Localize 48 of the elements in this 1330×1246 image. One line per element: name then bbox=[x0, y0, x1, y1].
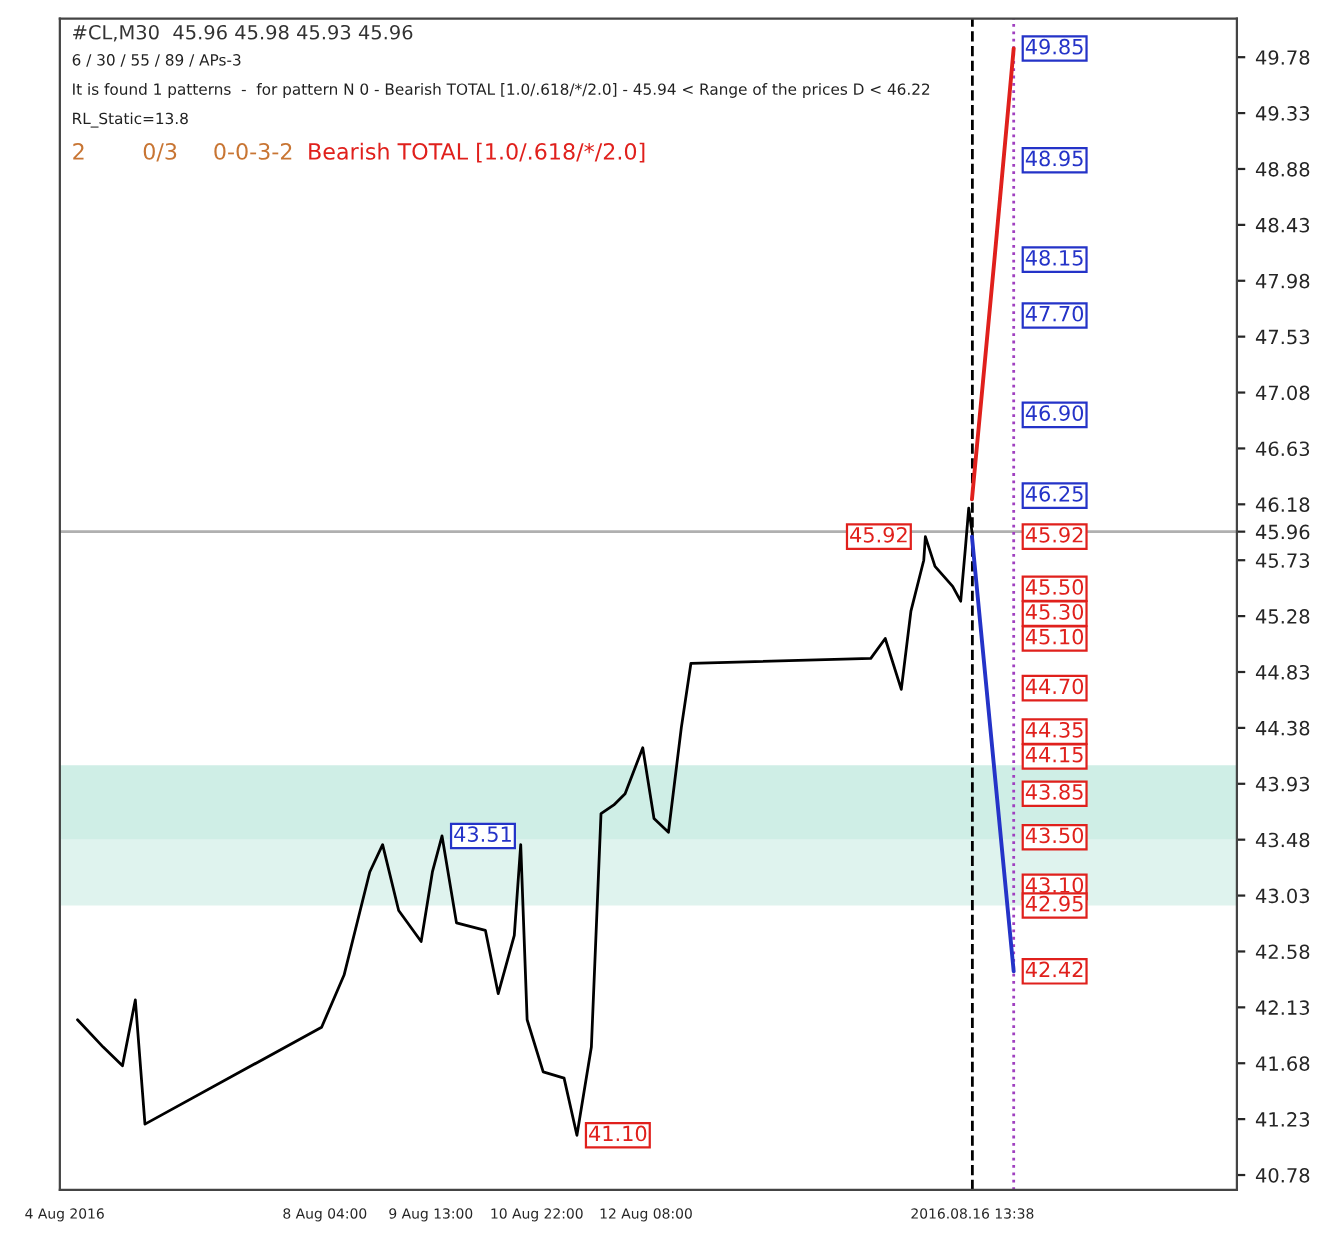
y-tick-label: 49.78 bbox=[1255, 50, 1310, 65]
y-tick-label: 42.13 bbox=[1255, 1000, 1310, 1016]
y-tick-label: 44.83 bbox=[1255, 664, 1310, 680]
annotation: 45.92 bbox=[1025, 526, 1083, 543]
y-tick-label: 47.98 bbox=[1255, 273, 1310, 289]
annotation: 43.85 bbox=[1025, 784, 1083, 800]
y-tick-label: 45.73 bbox=[1255, 553, 1310, 568]
y-tick-label: 43.93 bbox=[1255, 776, 1310, 792]
y-tick-label: 47.53 bbox=[1255, 329, 1310, 345]
annotation: 45.10 bbox=[1025, 628, 1084, 645]
annotation: 0-0-3-2 bbox=[214, 143, 292, 160]
annotation: 0/3 bbox=[143, 143, 177, 162]
annotation: 43.50 bbox=[1025, 827, 1084, 844]
annotation: 43.10 bbox=[1025, 877, 1084, 893]
y-tick-label: 49.33 bbox=[1255, 106, 1310, 121]
annotation: 46.25 bbox=[1025, 485, 1083, 502]
annotation: 44.35 bbox=[1025, 721, 1083, 738]
y-tick-label: 46.63 bbox=[1255, 441, 1310, 457]
annotation: Bearish TOTAL [1.0/.618/*/2.0] bbox=[309, 142, 645, 163]
y-tick-label: 45.96 bbox=[1255, 524, 1310, 540]
annotation: 45.30 bbox=[1025, 603, 1084, 620]
annotation: 42.95 bbox=[1025, 895, 1083, 912]
chart-title: #CL,M30 45.96 45.98 45.93 45.96 bbox=[73, 24, 413, 42]
y-tick-label: 43.03 bbox=[1255, 888, 1310, 904]
annotation: 45.92 bbox=[850, 526, 907, 543]
annotation: 43.51 bbox=[454, 826, 511, 842]
annotation: 42.42 bbox=[1025, 961, 1083, 978]
y-tick-label: 41.68 bbox=[1255, 1056, 1310, 1071]
annotation: 48.15 bbox=[1025, 249, 1083, 266]
annotation: 48.95 bbox=[1025, 150, 1083, 167]
annotation: 45.50 bbox=[1025, 579, 1084, 595]
y-tick-label: 48.43 bbox=[1255, 217, 1310, 233]
y-tick-label: 45.28 bbox=[1255, 609, 1310, 624]
y-tick-label: 44.38 bbox=[1255, 720, 1310, 736]
y-tick-label: 47.08 bbox=[1255, 385, 1310, 401]
y-tick-label: 46.18 bbox=[1255, 497, 1310, 512]
annotation: 47.70 bbox=[1025, 305, 1084, 322]
annotation: 46.90 bbox=[1025, 405, 1084, 421]
annotation: 44.15 bbox=[1025, 747, 1083, 763]
y-tick-label: 48.88 bbox=[1255, 161, 1310, 177]
annotation: 2 bbox=[73, 143, 84, 160]
annotation: 49.85 bbox=[1025, 38, 1083, 55]
annotation: 41.10 bbox=[589, 1125, 647, 1142]
annotation: 44.70 bbox=[1025, 678, 1084, 695]
y-tick-label: 40.78 bbox=[1255, 1167, 1310, 1183]
y-tick-label: 43.48 bbox=[1255, 832, 1310, 848]
y-tick-label: 41.23 bbox=[1255, 1112, 1310, 1127]
y-tick-label: 42.58 bbox=[1255, 944, 1310, 960]
